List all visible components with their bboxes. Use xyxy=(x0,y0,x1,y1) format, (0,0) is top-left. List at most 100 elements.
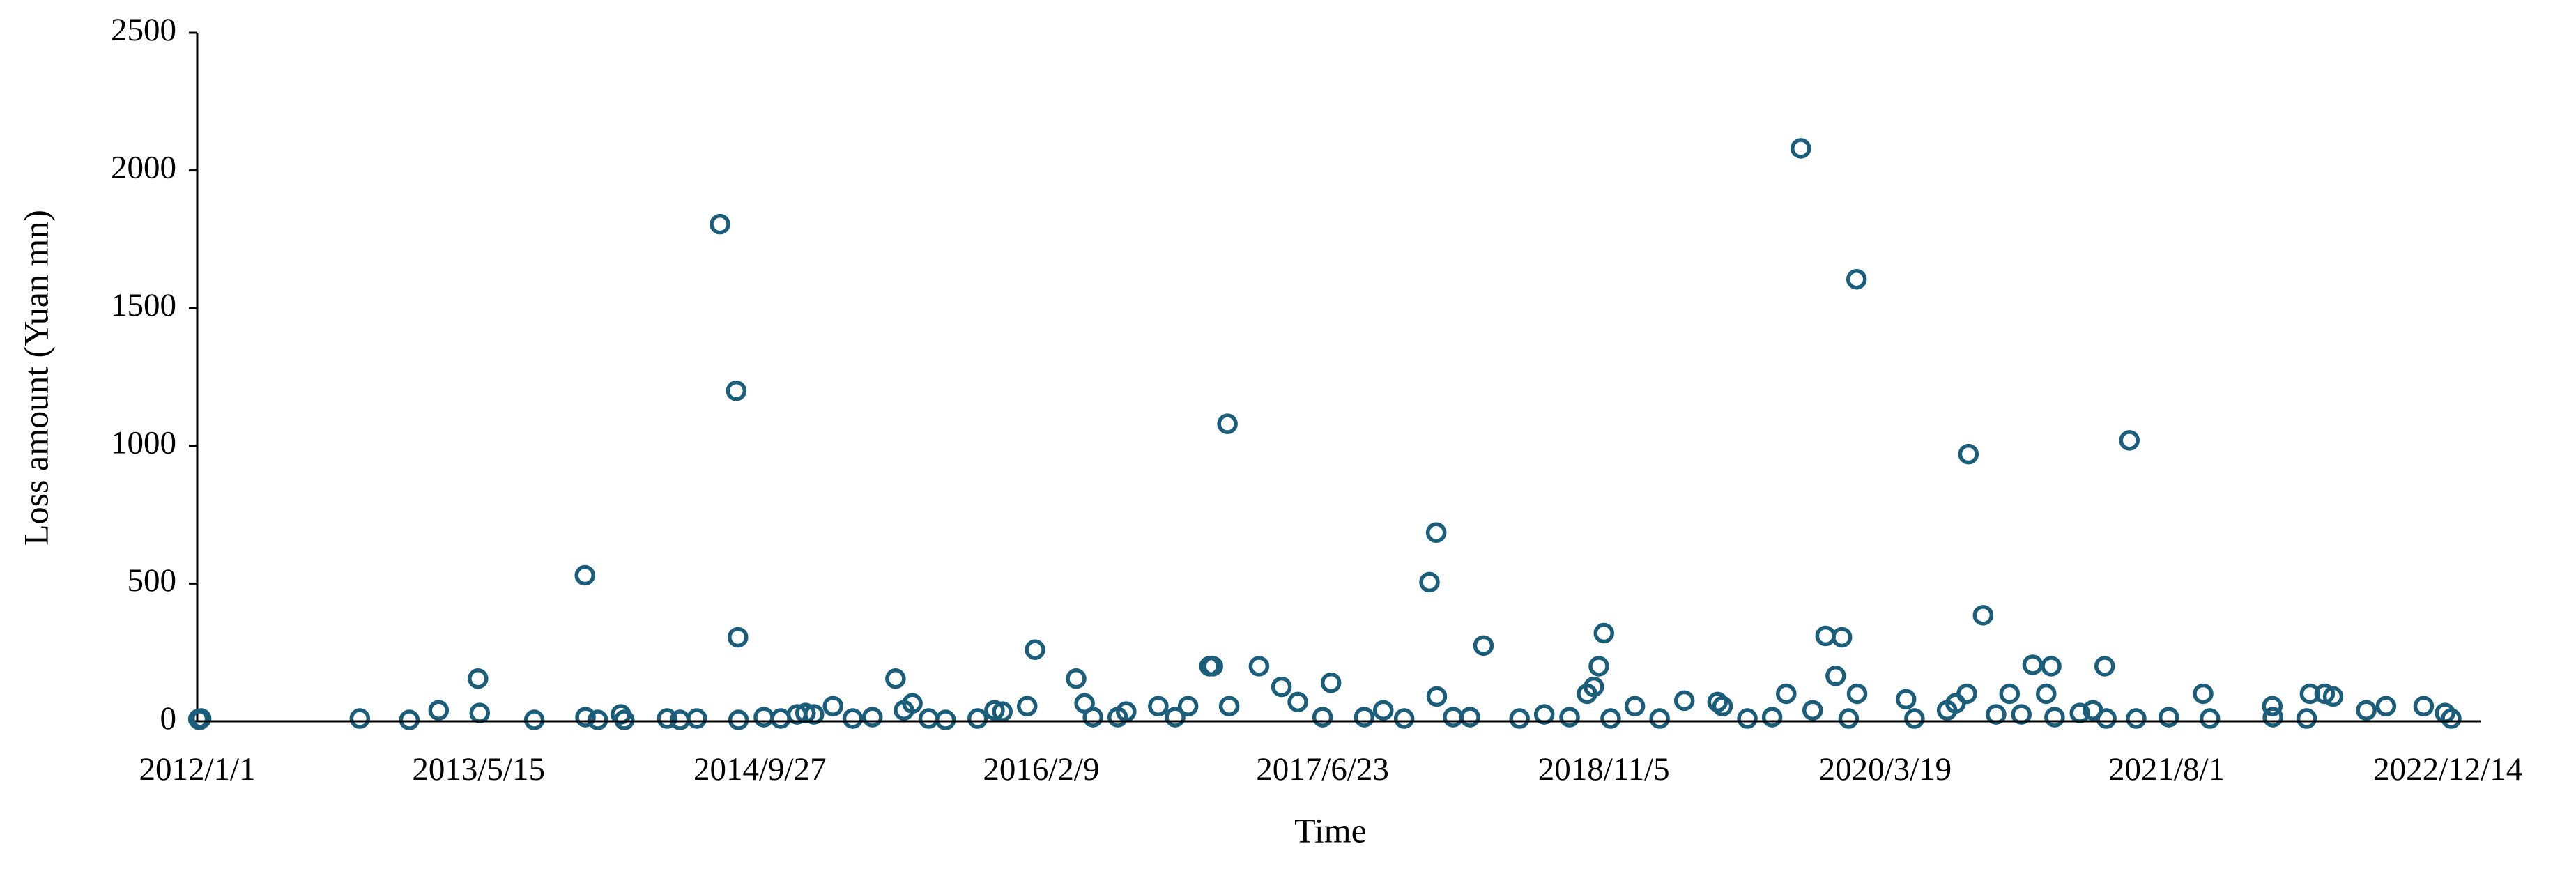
point xyxy=(992,701,1013,722)
point xyxy=(1533,704,1555,725)
point xyxy=(728,627,749,648)
x-tick-label: 2021/8/1 xyxy=(2108,751,2225,787)
y-tick-label: 2500 xyxy=(111,12,176,48)
point xyxy=(1972,605,1994,626)
point xyxy=(1419,571,1440,593)
point xyxy=(2375,696,2397,717)
point xyxy=(1593,622,1614,644)
point xyxy=(613,709,635,730)
y-tick-label: 2000 xyxy=(111,149,176,185)
point xyxy=(1958,443,1979,465)
point xyxy=(1846,683,1868,705)
point xyxy=(2041,656,2062,677)
x-tick-label: 2022/12/14 xyxy=(2373,751,2522,787)
point xyxy=(2094,656,2115,677)
point xyxy=(1217,413,1238,434)
point xyxy=(2126,708,2147,729)
point xyxy=(1624,696,1646,717)
point xyxy=(1459,707,1480,728)
point xyxy=(2296,708,2317,729)
point xyxy=(1165,707,1186,728)
point xyxy=(842,708,864,729)
point xyxy=(1904,708,1925,729)
x-tick-label: 2017/6/23 xyxy=(1256,751,1389,787)
point xyxy=(804,704,825,725)
point xyxy=(1425,522,1447,544)
point xyxy=(2036,683,2057,705)
point xyxy=(1248,656,1270,677)
point xyxy=(2262,696,2283,717)
point xyxy=(1588,656,1609,677)
point xyxy=(710,213,730,235)
point xyxy=(1649,708,1670,729)
point xyxy=(574,564,595,586)
point xyxy=(2159,707,2179,728)
y-tick-label: 1000 xyxy=(111,425,176,461)
point xyxy=(428,700,450,721)
point xyxy=(2413,696,2435,717)
point xyxy=(1802,700,1823,721)
point xyxy=(1082,707,1103,728)
y-tick-label: 0 xyxy=(160,700,177,737)
x-axis-title: Time xyxy=(1294,810,1367,850)
point xyxy=(728,709,749,730)
point xyxy=(687,708,707,729)
point xyxy=(1354,707,1375,728)
y-tick-label: 500 xyxy=(128,562,177,599)
point xyxy=(1831,627,1853,648)
point xyxy=(190,708,212,729)
x-tick-label: 2014/9/27 xyxy=(693,751,827,787)
point xyxy=(1776,683,1797,705)
point xyxy=(575,707,596,728)
point xyxy=(1825,666,1846,686)
point xyxy=(1473,635,1494,656)
point xyxy=(1737,708,1758,729)
point xyxy=(726,381,747,401)
point xyxy=(1846,268,1867,290)
point xyxy=(1025,639,1045,660)
point xyxy=(1017,696,1038,717)
point xyxy=(1761,707,1783,728)
point xyxy=(1673,690,1695,712)
point xyxy=(349,708,371,729)
point xyxy=(885,668,906,689)
point xyxy=(1066,668,1087,689)
point xyxy=(1791,138,1811,159)
x-tick-label: 2018/11/5 xyxy=(1538,751,1670,787)
point xyxy=(1320,672,1342,693)
point xyxy=(399,709,420,730)
point xyxy=(1986,704,2007,725)
point xyxy=(902,693,923,714)
x-tick-label: 2013/5/15 xyxy=(412,751,545,787)
x-tick-label: 2020/3/19 xyxy=(1819,751,1952,787)
point xyxy=(1373,700,1394,721)
point xyxy=(1177,696,1199,717)
point xyxy=(822,696,843,717)
point xyxy=(1583,676,1604,698)
point xyxy=(2262,707,2283,728)
x-tick-label: 2012/1/1 xyxy=(139,751,255,787)
point xyxy=(2199,708,2221,729)
point xyxy=(2044,707,2065,728)
point xyxy=(1600,708,1621,729)
point xyxy=(2011,704,2032,725)
point xyxy=(468,668,489,689)
point xyxy=(2441,708,2462,729)
x-tick-label: 2016/2/9 xyxy=(983,751,1099,787)
point xyxy=(1202,656,1223,677)
point xyxy=(2299,683,2321,705)
y-axis-title: Loss amount (Yuan mn) xyxy=(16,210,55,546)
point xyxy=(935,709,956,730)
point xyxy=(1393,708,1415,729)
y-tick-label: 1500 xyxy=(111,287,176,323)
point xyxy=(1838,708,1860,729)
point xyxy=(2193,683,2214,705)
point xyxy=(967,708,988,729)
point xyxy=(588,709,608,730)
point xyxy=(1287,691,1308,713)
point xyxy=(2096,708,2117,729)
point xyxy=(1956,683,1977,705)
point xyxy=(984,700,1005,721)
